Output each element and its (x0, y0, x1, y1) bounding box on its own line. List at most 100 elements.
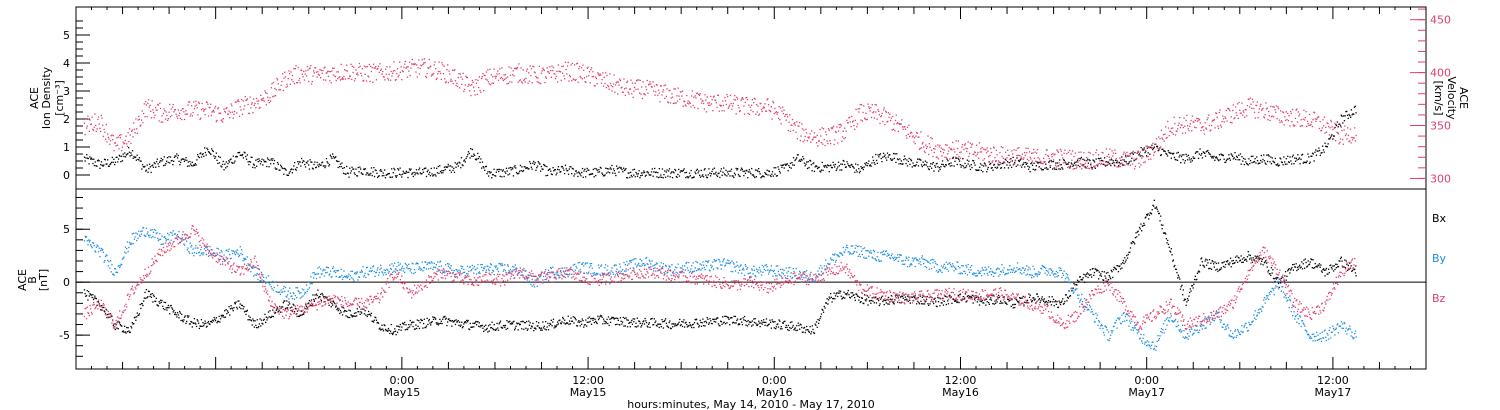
density-point (1094, 167, 1096, 169)
bx-point (432, 316, 434, 318)
bx-point (955, 300, 957, 302)
bx-point (827, 299, 830, 301)
density-tick-label: 2 (63, 113, 70, 126)
density-point (467, 154, 469, 156)
velocity-point (1307, 123, 1309, 125)
bx-point (778, 319, 780, 321)
velocity-point (378, 71, 380, 73)
bx-point (422, 327, 424, 329)
velocity-point (283, 77, 285, 79)
velocity-point (910, 131, 912, 133)
velocity-point (1298, 115, 1300, 117)
bx-point (165, 307, 167, 309)
bx-point (627, 319, 629, 321)
bx-point (528, 324, 531, 326)
velocity-point (1333, 127, 1335, 129)
density-point (1089, 159, 1091, 162)
bx-point (974, 297, 976, 299)
velocity-point (277, 83, 279, 85)
bx-point (109, 313, 112, 315)
bx-point (726, 322, 728, 324)
density-point (138, 157, 141, 159)
velocity-point (1344, 125, 1346, 127)
density-point (1342, 122, 1344, 124)
velocity-point (1288, 115, 1290, 117)
bx-point (329, 298, 331, 300)
bx-point (399, 326, 401, 328)
density-point (1033, 162, 1035, 164)
velocity-point (251, 102, 253, 104)
bx-point (543, 325, 545, 327)
density-point (1138, 154, 1140, 156)
density-point (508, 167, 510, 169)
bx-point (696, 318, 698, 320)
velocity-point (794, 122, 796, 124)
velocity-point (1148, 147, 1151, 149)
bx-point (252, 318, 254, 320)
velocity-point (527, 82, 529, 84)
velocity-point (458, 73, 460, 75)
velocity-point (230, 103, 232, 105)
density-point (152, 164, 154, 166)
density-point (830, 164, 832, 166)
density-point (1055, 162, 1057, 164)
density-point (1332, 138, 1334, 140)
velocity-point (121, 150, 123, 152)
velocity-point (1011, 150, 1013, 152)
bx-point (310, 304, 312, 307)
velocity-point (1125, 156, 1127, 158)
velocity-point (587, 66, 589, 68)
velocity-point (134, 132, 136, 134)
density-point (1181, 154, 1183, 156)
velocity-point (943, 149, 945, 151)
bx-point (121, 325, 123, 327)
density-point (715, 171, 717, 173)
velocity-point (1258, 108, 1261, 110)
bx-point (384, 328, 387, 331)
bx-point (948, 295, 950, 297)
velocity-point (973, 153, 975, 155)
density-point (250, 156, 252, 158)
density-point (933, 170, 935, 172)
bx-point (351, 316, 354, 318)
density-point (576, 172, 578, 174)
density-point (1190, 158, 1193, 160)
bx-point (927, 303, 929, 305)
density-point (563, 169, 565, 171)
bx-point (318, 295, 320, 298)
bx-point (933, 298, 935, 300)
bx-point (809, 326, 811, 328)
velocity-point (1051, 156, 1053, 158)
bx-point (232, 310, 234, 312)
bx-point (476, 321, 478, 323)
density-point (179, 164, 181, 166)
bx-point (200, 325, 202, 327)
velocity-point (135, 118, 137, 120)
velocity-point (979, 151, 981, 153)
bx-point (140, 303, 143, 305)
density-point (820, 169, 823, 171)
density-point (503, 175, 505, 178)
density-point (253, 164, 255, 166)
bx-point (607, 322, 609, 325)
density-point (489, 172, 491, 174)
density-point (973, 162, 975, 164)
velocity-point (978, 157, 980, 159)
bx-point (569, 323, 571, 325)
velocity-point (688, 101, 691, 103)
density-point (1166, 153, 1168, 155)
velocity-point (698, 93, 700, 95)
density-point (309, 159, 311, 161)
velocity-point (492, 82, 495, 84)
velocity-point (640, 93, 642, 95)
density-point (987, 166, 989, 169)
velocity-point (557, 64, 559, 66)
bx-point (657, 323, 660, 325)
density-point (1241, 156, 1243, 158)
velocity-point (243, 108, 245, 110)
density-point (992, 169, 994, 171)
velocity-point (249, 96, 251, 98)
bx-point (686, 326, 689, 328)
density-point (533, 160, 535, 163)
density-point (705, 174, 707, 176)
